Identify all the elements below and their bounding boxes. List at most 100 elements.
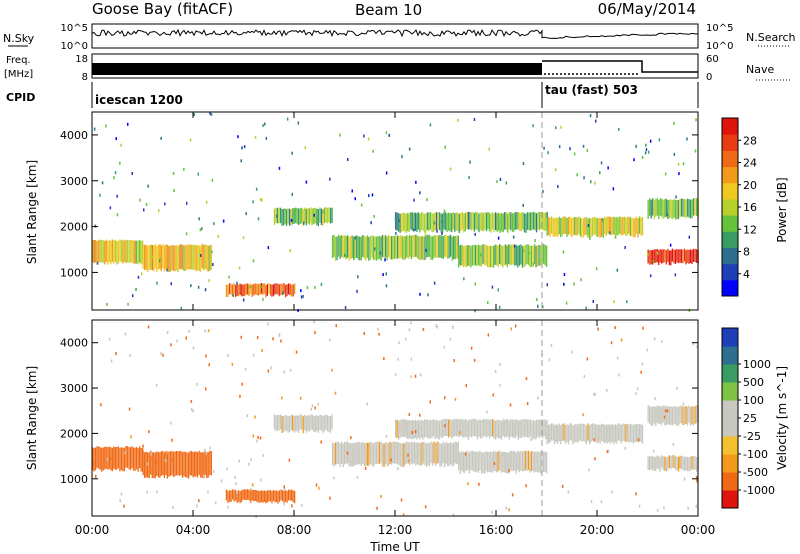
echo-cell: [652, 407, 654, 426]
echo-cell: [369, 236, 372, 260]
echo-cell: [371, 442, 373, 466]
echo-cell: [470, 419, 473, 438]
echo-cell: [316, 415, 318, 431]
echo-cell: [424, 236, 426, 260]
echo-cell: [339, 235, 341, 259]
scatter-echo: [228, 275, 230, 279]
echo-cell: [590, 218, 592, 238]
echo-cell: [491, 452, 493, 473]
echo-cell: [691, 406, 693, 425]
echo-cell: [551, 423, 553, 441]
scatter-echo: [110, 359, 113, 363]
echo-cell: [683, 406, 686, 425]
scatter-echo: [561, 484, 564, 488]
echo-cell: [523, 419, 526, 438]
scatter-echo: [473, 358, 476, 362]
scatter-echo: [435, 324, 438, 328]
scatter-echo: [297, 121, 300, 125]
scatter-echo: [156, 490, 158, 494]
scatter-echo: [159, 259, 161, 263]
scatter-echo: [204, 329, 206, 333]
echo-cell: [120, 447, 123, 470]
scatter-echo: [682, 460, 685, 464]
scatter-echo: [262, 124, 264, 128]
scatter-echo: [616, 268, 619, 272]
echo-cell: [543, 244, 545, 264]
echo-cell: [362, 441, 364, 464]
echo-cell: [287, 416, 289, 433]
scatter-echo: [259, 197, 262, 201]
echo-cell: [336, 442, 338, 465]
echo-cell: [275, 490, 278, 502]
scatter-echo: [127, 122, 129, 126]
scatter-echo: [473, 118, 476, 121]
scatter-echo: [590, 180, 592, 184]
echo-cell: [460, 212, 462, 232]
nave-step-line: [542, 60, 698, 73]
scatter-echo: [583, 374, 586, 378]
echo-cell: [288, 415, 291, 433]
scatter-echo: [203, 474, 205, 478]
echo-cell: [429, 419, 432, 439]
echo-cell: [331, 235, 334, 258]
echo-cell: [620, 217, 622, 236]
scatter-echo: [115, 352, 117, 355]
colorbar-swatch: [722, 328, 738, 347]
echo-cell: [461, 212, 463, 230]
echo-cell: [488, 212, 491, 232]
echo-cell: [532, 420, 535, 439]
scatter-echo: [645, 143, 647, 147]
echo-cell: [567, 216, 569, 235]
scatter-echo: [512, 235, 515, 239]
echo-cell: [368, 236, 370, 261]
echo-cell: [325, 414, 327, 430]
echo-cell: [209, 245, 211, 271]
scatter-echo: [441, 220, 443, 224]
echo-cell: [692, 248, 695, 262]
nsky-trace: [91, 28, 698, 39]
echo-cell: [502, 418, 504, 437]
scatter-echo: [356, 289, 358, 293]
echo-cell: [496, 244, 498, 266]
echo-cell: [302, 416, 304, 434]
scatter-echo: [421, 435, 424, 438]
scatter-echo: [612, 187, 615, 191]
colorbar-swatch: [722, 215, 738, 232]
scatter-echo: [124, 332, 127, 336]
echo-cell: [102, 240, 104, 263]
colorbar-swatch: [722, 400, 738, 419]
echo-cell: [581, 424, 583, 442]
echo-cell: [394, 441, 396, 464]
scatter-echo: [635, 392, 637, 396]
echo-cell: [665, 198, 667, 217]
echo-cell: [377, 441, 379, 464]
scatter-echo: [397, 357, 399, 361]
echo-cell: [117, 240, 120, 264]
echo-cell: [234, 284, 237, 297]
scatter-echo: [586, 149, 589, 153]
echo-cell: [560, 218, 562, 238]
echo-cell: [479, 420, 482, 439]
colorbar-tick-label: -100: [743, 448, 768, 461]
echo-cell: [131, 446, 133, 469]
scatter-echo: [370, 221, 372, 225]
scatter-echo: [449, 337, 452, 341]
echo-cell: [398, 442, 400, 466]
echo-cell: [420, 419, 423, 438]
echo-cell: [454, 236, 456, 260]
echo-cell: [539, 245, 542, 266]
echo-cell: [665, 250, 667, 265]
scatter-echo: [641, 156, 644, 159]
echo-cell: [444, 234, 446, 257]
echo-cell: [366, 235, 368, 258]
scatter-echo: [334, 391, 337, 395]
echo-cell: [569, 423, 571, 441]
echo-cell: [688, 249, 690, 264]
scatter-echo: [279, 420, 282, 424]
echo-cell: [662, 249, 664, 263]
echo-cell: [448, 443, 450, 467]
scatter-echo: [119, 499, 121, 503]
echo-cell: [488, 245, 490, 268]
echo-cell: [555, 217, 557, 237]
